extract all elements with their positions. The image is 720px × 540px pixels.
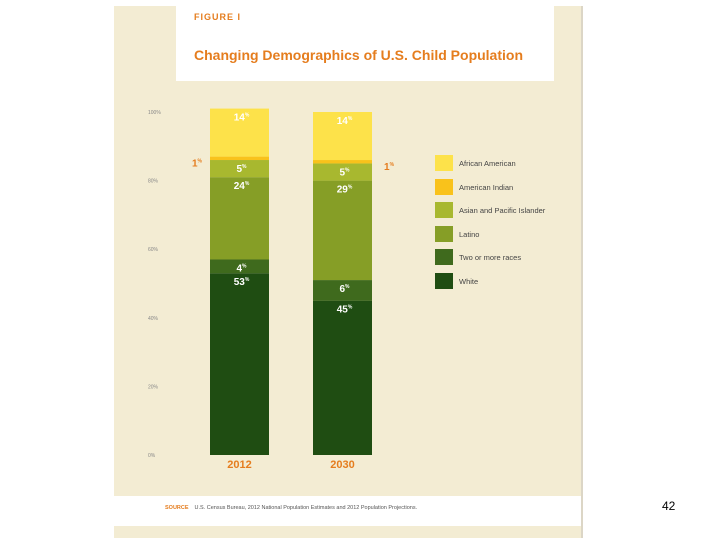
data-label: 29% xyxy=(337,185,353,196)
page-number: 42 xyxy=(662,499,676,513)
figure-header xyxy=(176,6,554,81)
data-label: 14% xyxy=(234,113,250,124)
bar-segment xyxy=(210,156,269,161)
bar-segment xyxy=(313,180,372,281)
data-label-percent: % xyxy=(245,181,250,187)
bar-segment xyxy=(313,112,372,161)
legend-swatch xyxy=(435,272,453,289)
card-edge xyxy=(581,6,583,538)
bar-segment xyxy=(210,108,269,157)
source-note: SOURCE U.S. Census Bureau, 2012 National … xyxy=(165,505,417,511)
bar-segment xyxy=(313,160,372,164)
data-label-percent: % xyxy=(245,113,250,119)
legend-swatch xyxy=(435,225,453,242)
legend-label: White xyxy=(459,276,479,286)
data-label-percent: % xyxy=(348,116,353,122)
legend-swatch xyxy=(435,178,453,195)
bar-segment xyxy=(210,259,269,274)
y-tick-label: 60% xyxy=(148,247,159,253)
source-text: U.S. Census Bureau, 2012 National Popula… xyxy=(194,505,418,511)
bar-segment xyxy=(210,177,269,260)
data-label-percent: % xyxy=(245,277,250,283)
y-tick-label: 20% xyxy=(148,384,159,390)
data-label: 45% xyxy=(337,305,353,316)
source-label: SOURCE xyxy=(165,505,189,511)
y-tick-label: 0% xyxy=(148,453,156,459)
x-category-label: 2030 xyxy=(330,459,354,471)
data-label: 14% xyxy=(337,116,353,127)
bar-segment xyxy=(313,163,372,181)
data-label: 5% xyxy=(236,164,247,175)
y-tick-label: 40% xyxy=(148,316,159,322)
figure-footer xyxy=(114,496,581,526)
bar-segment xyxy=(210,160,269,178)
data-label-percent: % xyxy=(242,263,247,269)
y-tick-label: 80% xyxy=(148,179,159,185)
bar-segment xyxy=(313,280,372,301)
legend-label: American Indian xyxy=(459,182,514,192)
data-label-percent: % xyxy=(242,164,247,170)
data-label-percent: % xyxy=(348,305,353,311)
legend-swatch xyxy=(435,249,453,265)
data-label-percent: % xyxy=(345,167,350,173)
figure-label: FIGURE I xyxy=(194,12,242,22)
legend-label: Asian and Pacific Islander xyxy=(459,206,546,215)
data-label: 53% xyxy=(234,277,250,288)
bar-segment xyxy=(313,300,372,455)
data-label-percent: % xyxy=(390,162,395,168)
data-label: 1% xyxy=(192,159,203,170)
legend-swatch xyxy=(435,155,453,171)
data-label: 4% xyxy=(236,263,247,274)
legend-label: African American xyxy=(459,159,516,168)
data-label-percent: % xyxy=(198,159,203,165)
y-tick-label: 100% xyxy=(148,110,161,116)
data-label: 6% xyxy=(339,284,350,295)
data-label: 24% xyxy=(234,181,250,192)
data-label: 5% xyxy=(339,167,350,178)
legend-label: Two or more races xyxy=(459,253,522,262)
x-category-label: 2012 xyxy=(227,459,251,471)
chart-title: Changing Demographics of U.S. Child Popu… xyxy=(194,47,523,63)
legend-swatch xyxy=(435,202,453,218)
bar-segment xyxy=(210,273,269,455)
legend-label: Latino xyxy=(459,229,480,239)
data-label: 1% xyxy=(384,162,395,173)
data-label-percent: % xyxy=(345,284,350,290)
data-label-percent: % xyxy=(348,185,353,191)
